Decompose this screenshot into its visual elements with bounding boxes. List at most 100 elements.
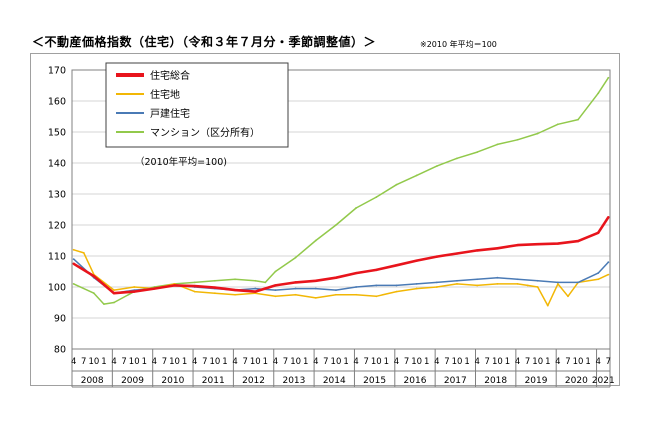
series-point-1 — [92, 274, 96, 278]
x-month-label: 10 — [209, 357, 220, 367]
series-point-4 — [92, 292, 95, 295]
series-point-4 — [355, 207, 358, 209]
x-year-label: 2021 — [592, 376, 615, 386]
x-month-label: 4 — [111, 357, 116, 367]
series-point-3 — [355, 286, 358, 288]
x-month-label: 1 — [585, 357, 590, 367]
series-point-2 — [113, 289, 115, 291]
series-point-4 — [113, 301, 115, 304]
series-point-4 — [72, 283, 75, 285]
x-month-label: 1 — [505, 357, 510, 367]
series-point-1 — [607, 216, 610, 219]
series-point-1 — [576, 239, 580, 243]
series-point-3 — [516, 278, 519, 281]
series-point-1 — [314, 279, 317, 282]
series-point-4 — [496, 143, 499, 146]
chart-frame — [30, 53, 620, 386]
series-point-3 — [456, 279, 458, 282]
chart-title: ＜不動産価格指数（住宅）（令和３年７月分・季節調整値）＞ — [32, 35, 377, 49]
series-point-4 — [335, 224, 337, 226]
x-month-label: 10 — [88, 357, 99, 367]
x-month-label: 10 — [492, 357, 503, 367]
x-month-label: 1 — [263, 357, 268, 367]
x-month-label: 4 — [71, 357, 76, 367]
x-month-label: 7 — [283, 357, 288, 367]
y-tick-label: 80 — [54, 345, 66, 356]
series-point-1 — [395, 264, 398, 267]
series-point-4 — [556, 123, 559, 126]
series-point-4 — [375, 196, 378, 199]
series-point-2 — [375, 295, 378, 298]
series-point-2 — [274, 295, 277, 298]
series-point-2 — [496, 283, 499, 285]
x-month-label: 4 — [313, 357, 318, 367]
series-point-3 — [496, 276, 499, 279]
x-month-label: 7 — [81, 357, 86, 367]
series-point-3 — [476, 278, 479, 281]
series-point-4 — [597, 92, 600, 95]
series-point-1 — [475, 249, 479, 252]
series-point-1 — [597, 231, 600, 234]
series-point-2 — [476, 284, 479, 287]
series-point-4 — [516, 138, 519, 141]
series-point-3 — [395, 284, 398, 287]
chart-note: ※2010 年平均＝100 — [420, 40, 497, 49]
series-point-3 — [375, 284, 378, 287]
series-point-4 — [103, 303, 105, 305]
series-point-2 — [82, 252, 85, 254]
series-point-3 — [435, 281, 438, 284]
series-point-1 — [496, 247, 499, 250]
x-year-label: 2016 — [404, 376, 427, 386]
y-tick-label: 100 — [48, 283, 66, 294]
series-point-3 — [335, 289, 337, 291]
x-month-label: 4 — [555, 357, 560, 367]
series-point-2 — [567, 295, 569, 298]
x-month-label: 4 — [515, 357, 520, 367]
x-month-label: 4 — [434, 357, 439, 367]
series-point-2 — [516, 283, 519, 285]
y-tick-label: 110 — [48, 252, 66, 263]
series-point-1 — [354, 271, 358, 275]
series-point-3 — [72, 258, 75, 260]
series-point-1 — [173, 284, 176, 287]
series-point-3 — [254, 287, 257, 290]
series-point-1 — [375, 268, 378, 272]
x-month-label: 7 — [485, 357, 490, 367]
series-point-1 — [415, 259, 418, 262]
y-tick-label: 130 — [48, 190, 66, 201]
x-year-label: 2018 — [484, 376, 507, 386]
x-year-label: 2017 — [444, 376, 467, 386]
x-year-label: 2014 — [323, 376, 346, 386]
x-month-label: 4 — [273, 357, 278, 367]
x-month-label: 1 — [303, 357, 308, 367]
series-point-4 — [193, 281, 196, 284]
series-point-1 — [274, 284, 277, 287]
y-tick-label: 170 — [48, 66, 66, 77]
series-point-2 — [435, 286, 438, 288]
series-point-3 — [607, 261, 610, 264]
series-point-3 — [415, 283, 418, 285]
x-year-label: 2010 — [161, 376, 184, 386]
x-year-label: 2020 — [565, 376, 588, 386]
y-tick-label: 120 — [48, 221, 66, 232]
x-month-label: 4 — [596, 357, 601, 367]
series-point-4 — [456, 157, 458, 160]
series-point-2 — [395, 290, 398, 293]
series-point-2 — [294, 293, 297, 296]
series-point-2 — [335, 293, 337, 296]
series-point-1 — [556, 242, 560, 245]
series-point-3 — [597, 272, 600, 274]
series-point-1 — [112, 292, 116, 295]
series-point-1 — [536, 243, 539, 246]
series-point-2 — [607, 273, 610, 276]
series-point-4 — [415, 174, 418, 177]
series-point-4 — [264, 281, 267, 284]
series-point-2 — [546, 304, 549, 307]
chart-annotation: （2010年平均=100) — [135, 156, 227, 168]
x-month-label: 10 — [250, 357, 261, 367]
x-month-label: 10 — [371, 357, 382, 367]
x-month-label: 1 — [142, 357, 147, 367]
series-point-3 — [314, 287, 317, 290]
x-month-label: 4 — [474, 357, 479, 367]
